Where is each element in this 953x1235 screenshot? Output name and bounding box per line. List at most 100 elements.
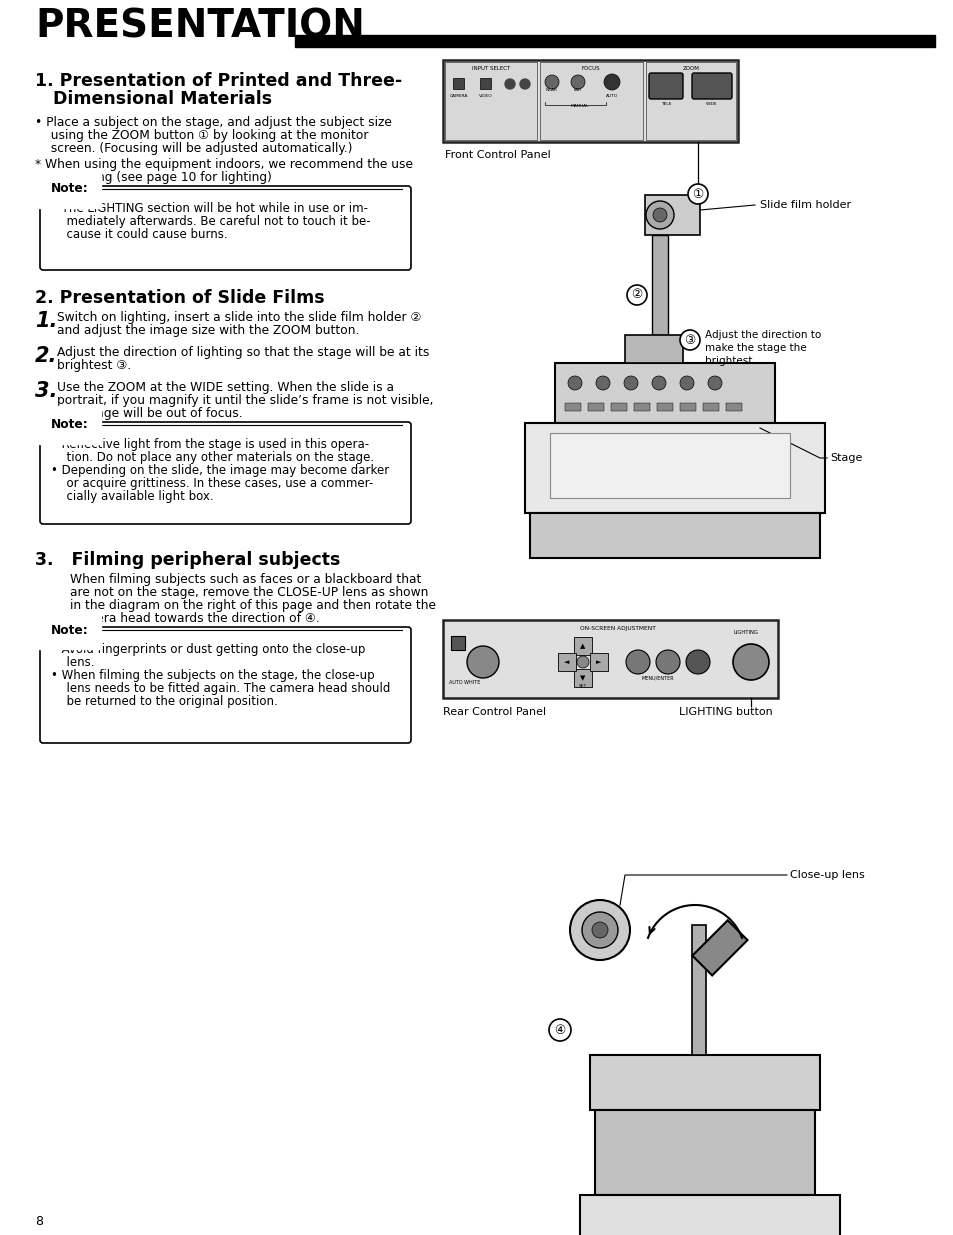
Text: Dimensional Materials: Dimensional Materials — [35, 90, 272, 107]
Text: or acquire grittiness. In these cases, use a commer-: or acquire grittiness. In these cases, u… — [59, 477, 373, 490]
Bar — [587, 403, 603, 411]
Text: NEAR: NEAR — [545, 88, 558, 91]
Text: 2. Presentation of Slide Films: 2. Presentation of Slide Films — [35, 289, 324, 308]
Text: 3.: 3. — [35, 382, 57, 401]
Circle shape — [679, 330, 700, 350]
Text: 1.: 1. — [35, 311, 57, 331]
Text: • Depending on the slide, the image may become darker: • Depending on the slide, the image may … — [51, 464, 389, 477]
Text: lens.: lens. — [59, 656, 94, 669]
Bar — [444, 62, 537, 140]
Circle shape — [596, 375, 609, 390]
Bar — [524, 424, 824, 513]
Text: ④: ④ — [554, 1024, 565, 1036]
Bar — [624, 335, 682, 363]
Text: • The LIGHTING section will be hot while in use or im-: • The LIGHTING section will be hot while… — [51, 203, 368, 215]
Circle shape — [592, 923, 607, 939]
Text: CAMERA: CAMERA — [450, 94, 468, 98]
Text: • When filming the subjects on the stage, the close-up: • When filming the subjects on the stage… — [51, 669, 375, 682]
Bar — [530, 513, 820, 558]
Text: ③: ③ — [683, 333, 695, 347]
FancyBboxPatch shape — [40, 422, 411, 524]
Circle shape — [467, 646, 498, 678]
Text: Note:: Note: — [51, 419, 89, 431]
Text: FOCUS: FOCUS — [581, 65, 599, 70]
Bar — [555, 363, 774, 424]
Text: • Place a subject on the stage, and adjust the subject size: • Place a subject on the stage, and adju… — [35, 116, 392, 128]
Text: MANUAL: MANUAL — [570, 104, 589, 107]
FancyBboxPatch shape — [691, 73, 731, 99]
Bar — [558, 653, 576, 671]
Text: MENU/ENTER: MENU/ENTER — [641, 676, 674, 680]
Bar — [610, 403, 626, 411]
Text: the image will be out of focus.: the image will be out of focus. — [57, 408, 242, 420]
Text: make the stage the: make the stage the — [704, 343, 806, 353]
Text: mediately afterwards. Be careful not to touch it be-: mediately afterwards. Be careful not to … — [59, 215, 370, 228]
Bar — [589, 653, 607, 671]
Circle shape — [656, 650, 679, 674]
Circle shape — [548, 1019, 571, 1041]
Bar — [451, 636, 464, 650]
Text: cially available light box.: cially available light box. — [59, 490, 213, 503]
Bar — [294, 35, 934, 47]
Text: Close-up lens: Close-up lens — [789, 869, 863, 881]
Text: Adjust the direction of lighting so that the stage will be at its: Adjust the direction of lighting so that… — [57, 346, 429, 359]
Text: PRESENTATION: PRESENTATION — [35, 7, 364, 44]
Text: 3.   Filming peripheral subjects: 3. Filming peripheral subjects — [35, 551, 340, 569]
Bar — [564, 403, 580, 411]
Text: and adjust the image size with the ZOOM button.: and adjust the image size with the ZOOM … — [57, 324, 359, 337]
Circle shape — [679, 375, 693, 390]
Circle shape — [567, 375, 581, 390]
Circle shape — [544, 75, 558, 89]
Text: Note:: Note: — [51, 183, 89, 195]
Text: brightest ③.: brightest ③. — [57, 359, 132, 372]
Text: ◄: ◄ — [564, 659, 569, 664]
Bar — [579, 1195, 840, 1235]
Text: • Avoid fingerprints or dust getting onto the close-up: • Avoid fingerprints or dust getting ont… — [51, 643, 365, 656]
Text: AUTO: AUTO — [605, 94, 618, 98]
Bar — [442, 61, 738, 142]
Text: screen. (Focusing will be adjusted automatically.): screen. (Focusing will be adjusted autom… — [43, 142, 352, 156]
Text: ►: ► — [596, 659, 601, 664]
Bar — [657, 403, 672, 411]
Text: TELE: TELE — [660, 103, 671, 106]
Text: Use the ZOOM at the WIDE setting. When the slide is a: Use the ZOOM at the WIDE setting. When t… — [57, 382, 394, 394]
Text: Stage: Stage — [829, 453, 862, 463]
Text: 2.: 2. — [35, 346, 57, 366]
Circle shape — [707, 375, 721, 390]
Circle shape — [626, 285, 646, 305]
Bar — [691, 925, 705, 1055]
Bar — [442, 620, 778, 698]
Circle shape — [581, 911, 618, 948]
Bar — [574, 669, 592, 687]
Text: in the diagram on the right of this page and then rotate the: in the diagram on the right of this page… — [70, 599, 436, 613]
Bar — [479, 78, 491, 89]
Text: Rear Control Panel: Rear Control Panel — [442, 706, 545, 718]
Text: Note:: Note: — [51, 624, 89, 636]
Bar — [702, 403, 719, 411]
Bar — [725, 403, 741, 411]
Circle shape — [519, 79, 530, 89]
Text: camera head towards the direction of ④.: camera head towards the direction of ④. — [70, 613, 319, 625]
Text: Slide film holder: Slide film holder — [760, 200, 850, 210]
Bar — [651, 235, 667, 335]
Circle shape — [651, 375, 665, 390]
Text: When filming subjects such as faces or a blackboard that: When filming subjects such as faces or a… — [70, 573, 421, 585]
Text: Adjust the direction to: Adjust the direction to — [704, 330, 821, 340]
Text: • Reflective light from the stage is used in this opera-: • Reflective light from the stage is use… — [51, 438, 369, 451]
Text: brightest: brightest — [704, 356, 752, 366]
Bar — [453, 78, 463, 89]
Circle shape — [652, 207, 666, 222]
Circle shape — [732, 643, 768, 680]
Text: ZOOM: ZOOM — [681, 65, 699, 70]
Bar — [539, 62, 642, 140]
Text: 8: 8 — [35, 1215, 43, 1228]
Text: ▲: ▲ — [579, 643, 585, 650]
Text: ON-SCREEN ADJUSTMENT: ON-SCREEN ADJUSTMENT — [579, 626, 655, 631]
Bar — [550, 433, 789, 498]
Text: AUTO WHITE: AUTO WHITE — [449, 680, 480, 685]
Bar — [595, 1110, 814, 1195]
Circle shape — [623, 375, 638, 390]
Bar — [589, 1055, 820, 1110]
Bar — [574, 637, 592, 655]
Text: lens needs to be fitted again. The camera head should: lens needs to be fitted again. The camer… — [59, 682, 390, 695]
